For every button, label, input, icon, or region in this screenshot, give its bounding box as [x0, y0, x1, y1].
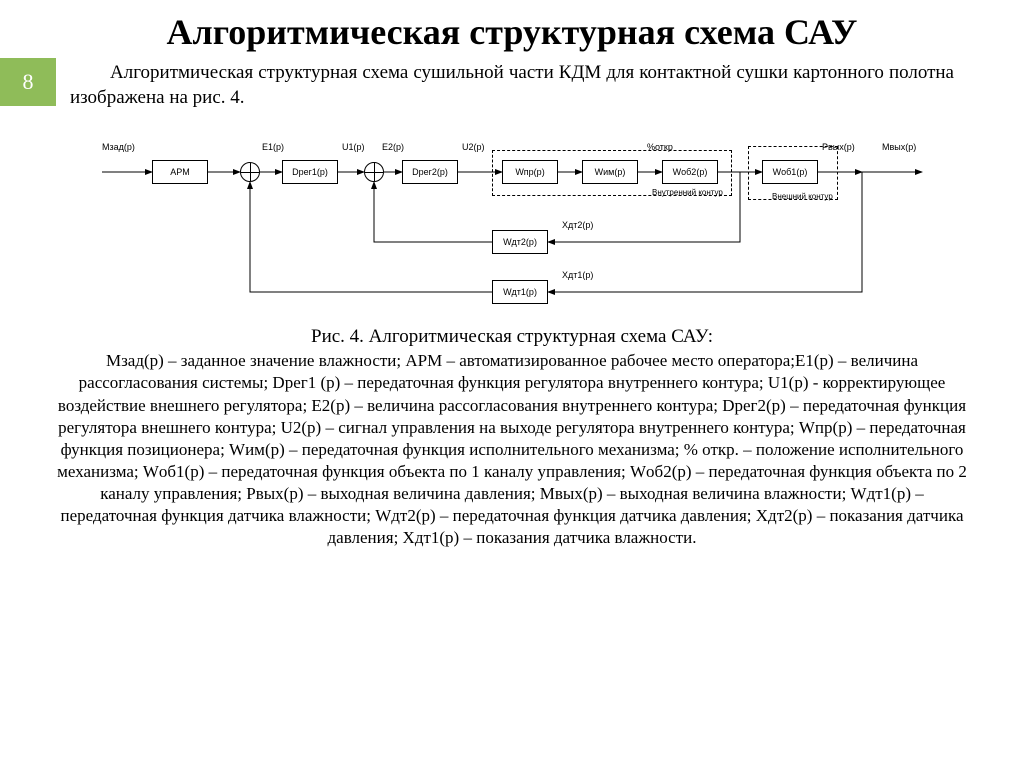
- block-wdt2: Wдт2(p): [492, 230, 548, 254]
- block-wob2: Wоб2(p): [662, 160, 718, 184]
- block-dreg2: Dрег2(p): [402, 160, 458, 184]
- page-title: Алгоритмическая структурная схема САУ: [0, 0, 1024, 55]
- page-number: 8: [23, 69, 34, 95]
- signal-label-0: Мзад(p): [102, 142, 135, 152]
- signal-label-5: %откр: [647, 142, 673, 152]
- figure-caption: Рис. 4. Алгоритмическая структурная схем…: [0, 326, 1024, 348]
- signal-label-7: Mвых(p): [882, 142, 916, 152]
- sum-sum2: [364, 162, 384, 182]
- block-arm: АРМ: [152, 160, 208, 184]
- figure-legend: Мзад(р) – заданное значение влажности; А…: [0, 348, 1024, 549]
- block-diagram: Внутренний контур Внешний контур АРМ Dрег1(…: [92, 120, 932, 320]
- intro-paragraph: Алгоритмическая структурная схема сушиль…: [0, 55, 1024, 110]
- signal-label-2: U1(p): [342, 142, 365, 152]
- signal-label-1: E1(p): [262, 142, 284, 152]
- signal-label-3: E2(p): [382, 142, 404, 152]
- page-number-badge: 8: [0, 58, 56, 106]
- intro-text: Алгоритмическая структурная схема сушиль…: [70, 62, 954, 108]
- contour-caption-outer: Внешний контур: [772, 192, 833, 201]
- block-wdt1: Wдт1(p): [492, 280, 548, 304]
- signal-label-6: Pвых(p): [822, 142, 855, 152]
- sum-sum1: [240, 162, 260, 182]
- signal-label-8: Хдт2(p): [562, 220, 593, 230]
- contour-caption-inner: Внутренний контур: [652, 188, 723, 197]
- block-wpr: Wпр(p): [502, 160, 558, 184]
- signal-label-9: Хдт1(p): [562, 270, 593, 280]
- block-wim: Wим(p): [582, 160, 638, 184]
- block-dreg1: Dрег1(p): [282, 160, 338, 184]
- block-wob1: Wоб1(p): [762, 160, 818, 184]
- signal-label-4: U2(p): [462, 142, 485, 152]
